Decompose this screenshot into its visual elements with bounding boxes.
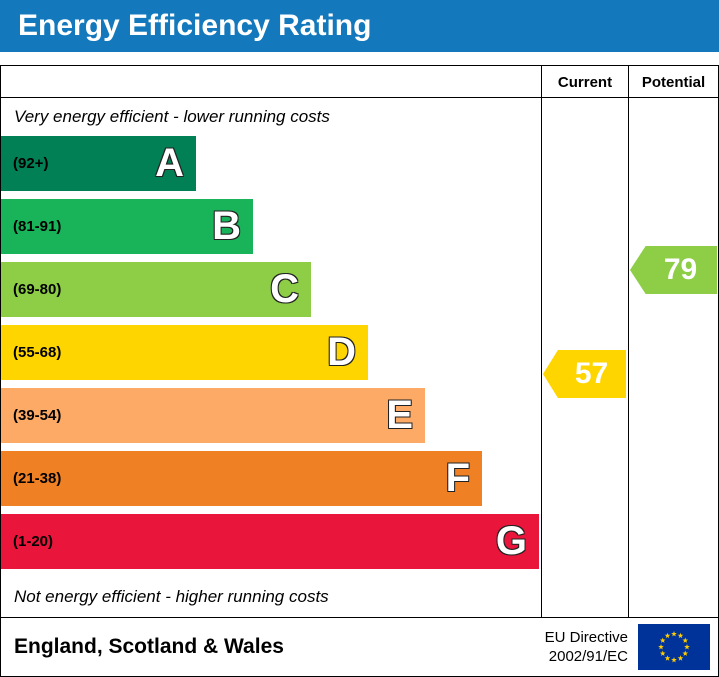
potential-column-header: Potential (641, 73, 706, 91)
band-letter-g: G (495, 519, 527, 563)
band-row-g: (1-20) G (1, 514, 718, 569)
current-column-divider (541, 66, 542, 617)
current-rating-arrow: 57 (543, 350, 626, 398)
band-range-d: (55-68) (13, 344, 62, 361)
band-row-d: (55-68) D (1, 325, 718, 380)
page-title: Energy Efficiency Rating (18, 9, 372, 42)
band-row-b: (81-91) B (1, 199, 718, 254)
band-range-a: (92+) (13, 155, 49, 172)
band-bar-a: (92+) A (1, 136, 196, 191)
current-column-header: Current (557, 73, 613, 91)
eu-directive-line1: EU Directive (544, 629, 628, 646)
chart-header-row (1, 66, 718, 98)
band-bar-c: (69-80) C (1, 262, 311, 317)
current-rating-value: 57 (574, 357, 609, 390)
band-range-b: (81-91) (13, 218, 62, 235)
eu-directive-text: EU Directive 2002/91/EC (545, 628, 628, 666)
potential-column-divider (628, 66, 629, 617)
band-letter-a: A (155, 141, 184, 185)
region-label: England, Scotland & Wales (14, 635, 284, 658)
potential-rating-arrow: 79 (630, 246, 717, 294)
bottom-note: Not energy efficient - higher running co… (14, 587, 329, 606)
page-title-bar: Energy Efficiency Rating (0, 0, 719, 52)
top-note: Very energy efficient - lower running co… (14, 107, 330, 126)
footer-right: EU Directive 2002/91/EC (545, 624, 710, 670)
band-range-f: (21-38) (13, 470, 62, 487)
chart-footer: England, Scotland & Wales EU Directive 2… (0, 618, 719, 677)
band-bar-d: (55-68) D (1, 325, 368, 380)
band-bar-b: (81-91) B (1, 199, 253, 254)
eu-flag-icon (638, 624, 710, 670)
band-letter-d: D (327, 330, 356, 374)
potential-rating-value: 79 (663, 253, 698, 286)
band-letter-b: B (212, 204, 241, 248)
eu-directive-line2: 2002/91/EC (548, 648, 628, 665)
band-letter-f: F (445, 456, 470, 500)
band-row-a: (92+) A (1, 136, 718, 191)
band-range-c: (69-80) (13, 281, 62, 298)
band-bar-e: (39-54) E (1, 388, 425, 443)
band-range-e: (39-54) (13, 407, 62, 424)
band-row-f: (21-38) F (1, 451, 718, 506)
band-letter-c: C (270, 267, 299, 311)
epc-rating-chart: Current Potential Very energy efficient … (0, 65, 719, 618)
band-letter-e: E (386, 393, 413, 437)
band-row-c: (69-80) C (1, 262, 718, 317)
band-bar-f: (21-38) F (1, 451, 482, 506)
band-range-g: (1-20) (13, 533, 54, 550)
band-row-e: (39-54) E (1, 388, 718, 443)
band-bar-g: (1-20) G (1, 514, 539, 569)
